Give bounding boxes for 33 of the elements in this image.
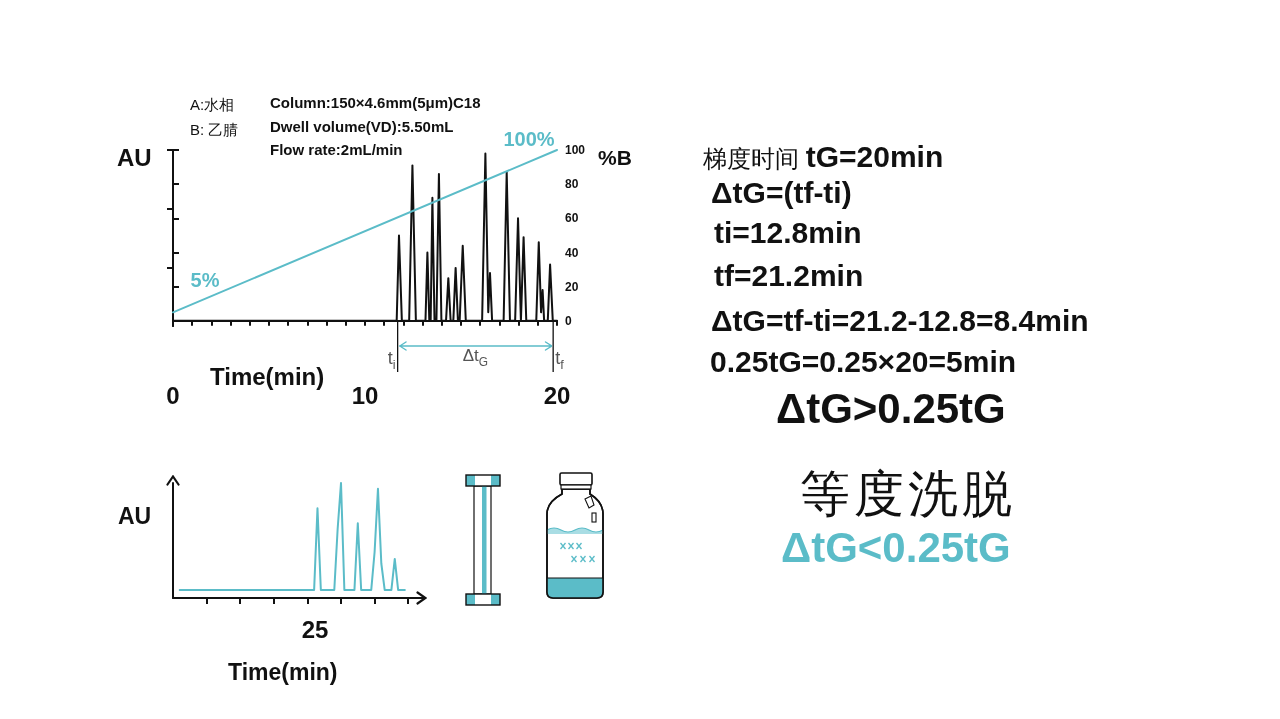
- text: ti=12.8min: [714, 215, 862, 251]
- text: Dwell volume(VD):5.50mL: [270, 118, 454, 136]
- text: A:水相: [190, 96, 235, 114]
- x-axis-title: Time(min): [228, 658, 338, 686]
- annotation: Flow rate:2mL/min: [270, 141, 403, 159]
- x-tick-label: 0: [166, 381, 180, 409]
- y-tick-label: 40: [565, 245, 579, 260]
- data-label: 100%: [503, 128, 555, 150]
- x-tick-label: 10: [351, 381, 379, 409]
- text: 25: [301, 616, 329, 644]
- data-label: 5%: [190, 269, 220, 292]
- text: tf=21.2min: [714, 258, 864, 294]
- y-tick-label: 100: [565, 143, 586, 157]
- ref-line-label: t$_{i}$: [387, 347, 396, 373]
- text: AU: [117, 144, 152, 172]
- text: 等度洗脱: [800, 466, 1016, 524]
- text: ΔtG>0.25tG: [776, 384, 1006, 434]
- text: 0.25tG=0.25×20=5min: [710, 344, 1017, 380]
- ref-line-label: t$_{f}$: [555, 347, 564, 373]
- y-tick-label: 20: [565, 279, 579, 294]
- text: 梯度时间 tG=20min: [703, 139, 944, 173]
- text: Column:150×4.6mm(5μm)C18: [270, 94, 481, 112]
- text: Δt$_{G}$: [462, 346, 489, 370]
- text: ΔtG=(tf-ti): [711, 175, 852, 211]
- y-tick-label: 80: [565, 177, 579, 192]
- text: B: 乙腈: [190, 121, 239, 139]
- y-tick-label: 0: [565, 313, 572, 328]
- text: ΔtG<0.25tG: [781, 523, 1011, 573]
- text: ΔtG=tf-ti=21.2-12.8=8.4min: [711, 303, 1089, 339]
- y-axis-title: %B: [598, 145, 632, 171]
- x-axis-title: Time(min): [210, 363, 325, 391]
- y-axis-title: AU: [118, 502, 152, 530]
- y-tick-label: 60: [565, 211, 579, 226]
